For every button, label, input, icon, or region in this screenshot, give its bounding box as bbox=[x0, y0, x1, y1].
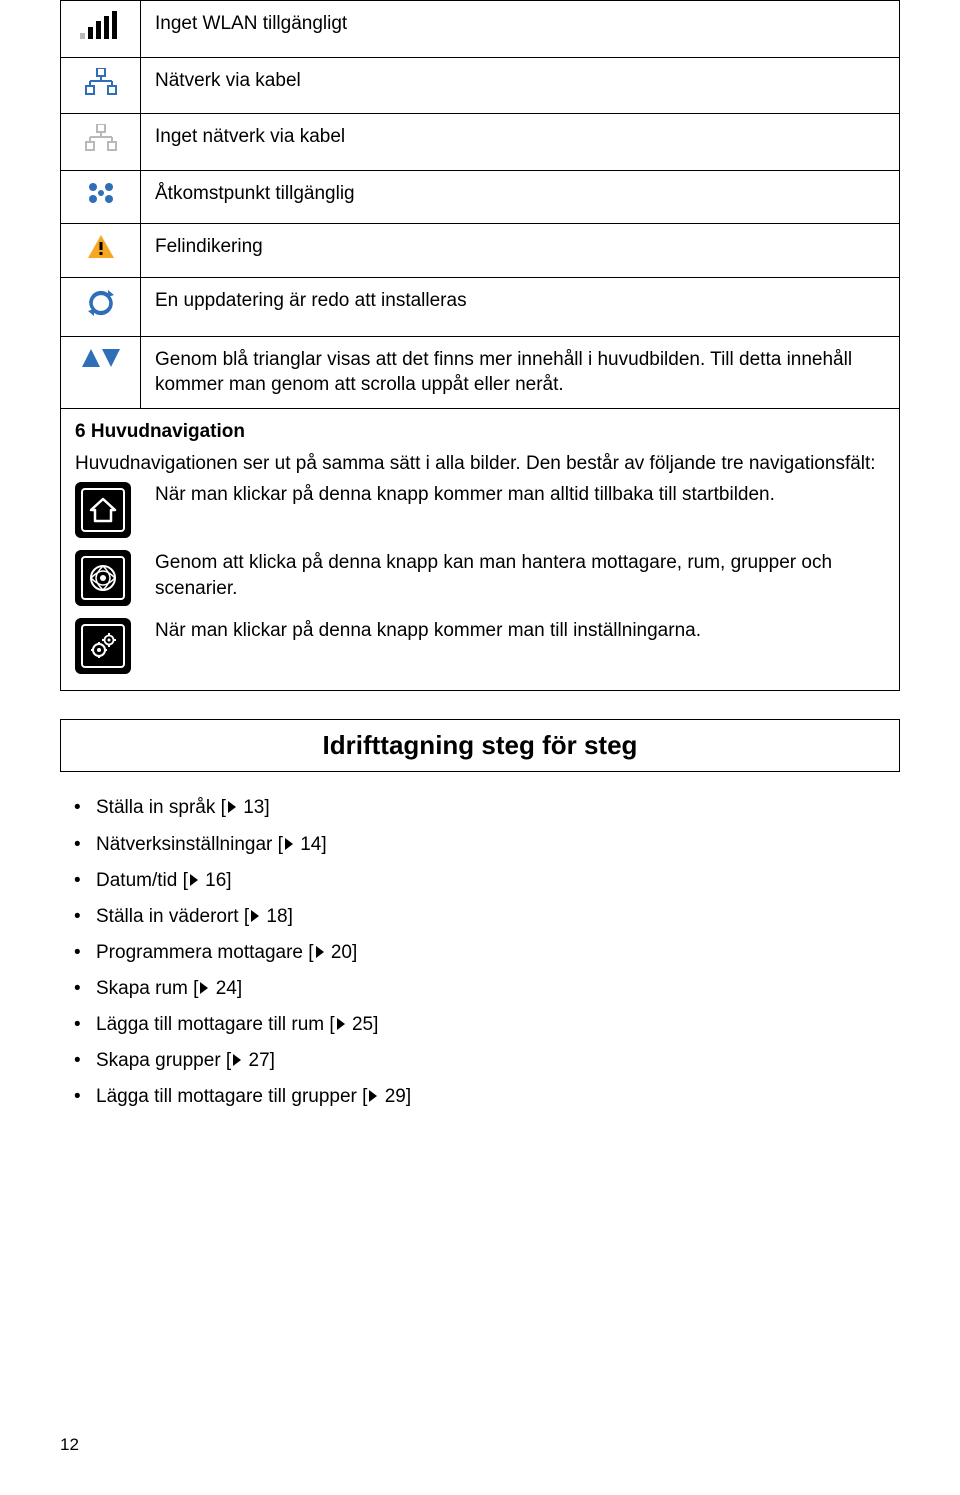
icon-description-table: Inget WLAN tillgängligt Nätverk via kabe… bbox=[60, 0, 900, 691]
toc-label: Skapa rum bbox=[96, 978, 188, 999]
description-cell: Inget nätverk via kabel bbox=[141, 114, 900, 171]
icon-cell bbox=[61, 57, 141, 114]
receivers-button-icon bbox=[75, 550, 131, 606]
icon-cell bbox=[61, 278, 141, 337]
nav-icon-cell bbox=[75, 476, 155, 544]
toc-label: Nätverksinställningar bbox=[96, 834, 272, 855]
reference-arrow-icon bbox=[251, 910, 259, 922]
reference-arrow-icon bbox=[337, 1018, 345, 1030]
reference-arrow-icon bbox=[285, 838, 293, 850]
toc-ref: 16 bbox=[205, 870, 226, 891]
reference-arrow-icon bbox=[316, 946, 324, 958]
network-icon bbox=[84, 68, 118, 96]
toc-label: Ställa in väderort bbox=[96, 906, 239, 927]
section-6-title: 6 Huvudnavigation bbox=[75, 419, 885, 445]
table-row: Genom att klicka på denna knapp kan man … bbox=[75, 544, 885, 612]
table-row: Felindikering bbox=[61, 223, 900, 278]
table-row: När man klickar på denna knapp kommer ma… bbox=[75, 612, 885, 680]
list-item: Programmera mottagare [ 20] bbox=[74, 935, 900, 971]
list-item: Lägga till mottagare till rum [ 25] bbox=[74, 1007, 900, 1043]
table-row: Genom blå trianglar visas att det finns … bbox=[61, 336, 900, 408]
list-item: Ställa in språk [ 13] bbox=[74, 790, 900, 826]
document-page: Inget WLAN tillgängligt Nätverk via kabe… bbox=[0, 0, 960, 1495]
reference-arrow-icon bbox=[190, 874, 198, 886]
icon-cell bbox=[61, 223, 141, 278]
list-item: Lägga till mottagare till grupper [ 29] bbox=[74, 1079, 900, 1115]
icon-cell bbox=[61, 114, 141, 171]
toc-ref: 27 bbox=[249, 1050, 270, 1071]
description-cell: Åtkomstpunkt tillgänglig bbox=[141, 170, 900, 223]
list-item: Skapa rum [ 24] bbox=[74, 971, 900, 1007]
warning-icon bbox=[87, 234, 115, 260]
network-disabled-icon bbox=[84, 124, 118, 152]
nav-icon-cell bbox=[75, 544, 155, 612]
reference-arrow-icon bbox=[369, 1090, 377, 1102]
nav-description: När man klickar på denna knapp kommer ma… bbox=[155, 612, 885, 680]
table-row: När man klickar på denna knapp kommer ma… bbox=[75, 476, 885, 544]
list-item: Datum/tid [ 16] bbox=[74, 863, 900, 899]
icon-cell bbox=[61, 170, 141, 223]
nav-description: När man klickar på denna knapp kommer ma… bbox=[155, 476, 885, 544]
toc-label: Programmera mottagare bbox=[96, 942, 303, 963]
toc-label: Skapa grupper bbox=[96, 1050, 221, 1071]
toc-ref: 13 bbox=[243, 797, 264, 818]
list-item: Ställa in väderort [ 18] bbox=[74, 899, 900, 935]
toc-ref: 24 bbox=[216, 978, 237, 999]
table-row: Inget nätverk via kabel bbox=[61, 114, 900, 171]
icon-cell bbox=[61, 336, 141, 408]
section-cell: 6 Huvudnavigation Huvudnavigationen ser … bbox=[61, 409, 900, 691]
description-cell: Felindikering bbox=[141, 223, 900, 278]
table-row: Nätverk via kabel bbox=[61, 57, 900, 114]
description-cell: Genom blå trianglar visas att det finns … bbox=[141, 336, 900, 408]
description-cell: Inget WLAN tillgängligt bbox=[141, 1, 900, 58]
signal-icon bbox=[80, 11, 122, 39]
home-button-icon bbox=[75, 482, 131, 538]
section-heading: Idrifttagning steg för steg bbox=[60, 719, 900, 772]
scroll-triangles-icon bbox=[81, 347, 121, 369]
toc-ref: 20 bbox=[331, 942, 352, 963]
table-row: Åtkomstpunkt tillgänglig bbox=[61, 170, 900, 223]
toc-ref: 18 bbox=[266, 906, 287, 927]
toc-ref: 25 bbox=[352, 1014, 373, 1035]
toc-label: Lägga till mottagare till rum bbox=[96, 1014, 324, 1035]
page-number: 12 bbox=[60, 1435, 900, 1455]
settings-button-icon bbox=[75, 618, 131, 674]
nav-icon-cell bbox=[75, 612, 155, 680]
reference-arrow-icon bbox=[233, 1054, 241, 1066]
toc-list: Ställa in språk [ 13] Nätverksinställnin… bbox=[60, 790, 900, 1115]
toc-label: Datum/tid bbox=[96, 870, 177, 891]
toc-label: Ställa in språk bbox=[96, 797, 215, 818]
reference-arrow-icon bbox=[200, 982, 208, 994]
section-row: 6 Huvudnavigation Huvudnavigationen ser … bbox=[61, 409, 900, 691]
reference-arrow-icon bbox=[228, 801, 236, 813]
icon-cell bbox=[61, 1, 141, 58]
sync-icon bbox=[86, 288, 116, 318]
table-row: En uppdatering är redo att installeras bbox=[61, 278, 900, 337]
navigation-table: När man klickar på denna knapp kommer ma… bbox=[75, 476, 885, 680]
toc-ref: 29 bbox=[385, 1086, 406, 1107]
table-row: Inget WLAN tillgängligt bbox=[61, 1, 900, 58]
toc-ref: 14 bbox=[300, 834, 321, 855]
list-item: Skapa grupper [ 27] bbox=[74, 1043, 900, 1079]
access-point-icon bbox=[87, 181, 115, 205]
section-6-text: Huvudnavigationen ser ut på samma sätt i… bbox=[75, 451, 885, 477]
description-cell: En uppdatering är redo att installeras bbox=[141, 278, 900, 337]
list-item: Nätverksinställningar [ 14] bbox=[74, 827, 900, 863]
nav-description: Genom att klicka på denna knapp kan man … bbox=[155, 544, 885, 612]
description-cell: Nätverk via kabel bbox=[141, 57, 900, 114]
toc-label: Lägga till mottagare till grupper bbox=[96, 1086, 357, 1107]
